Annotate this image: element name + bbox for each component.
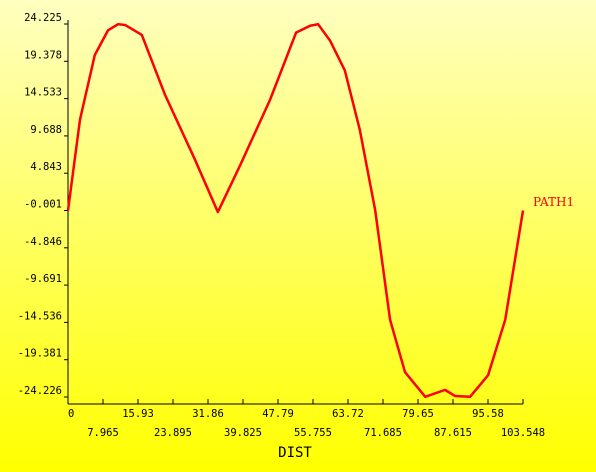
y-tick-label: -14.536 xyxy=(18,310,62,322)
y-tick-label: 4.843 xyxy=(30,161,62,173)
x-tick-label: 0 xyxy=(68,408,74,420)
y-tick-label: -9.691 xyxy=(24,273,62,285)
x-tick-label: 47.79 xyxy=(262,408,294,420)
x-tick-label: 71.685 xyxy=(364,427,402,439)
x-tick-label: 87.615 xyxy=(434,427,472,439)
x-tick-label: 39.825 xyxy=(224,427,262,439)
y-tick-label: 14.533 xyxy=(24,87,62,99)
x-tick-label: 103.548 xyxy=(501,427,545,439)
x-tick-label: 15.93 xyxy=(122,408,154,420)
x-tick-label: 63.72 xyxy=(332,408,364,420)
x-tick-label: 95.58 xyxy=(472,408,504,420)
x-tick-label: 79.65 xyxy=(402,408,434,420)
x-tick-label: 31.86 xyxy=(192,408,224,420)
x-tick-label: 23.895 xyxy=(154,427,192,439)
y-tick-label: -24.226 xyxy=(18,385,62,397)
y-tick-label: -0.001 xyxy=(24,199,62,211)
x-tick-label: 55.755 xyxy=(294,427,332,439)
y-tick-label: -19.381 xyxy=(18,348,62,360)
y-tick-label: -4.846 xyxy=(24,236,62,248)
y-tick-label: 19.378 xyxy=(24,49,62,61)
x-tick-label: 7.965 xyxy=(87,427,119,439)
series-label: PATH1 xyxy=(533,195,574,209)
y-tick-label: 24.225 xyxy=(24,12,62,24)
data-line xyxy=(66,22,525,399)
x-axis-title: DIST xyxy=(278,445,312,461)
y-tick-label: 9.688 xyxy=(30,124,62,136)
